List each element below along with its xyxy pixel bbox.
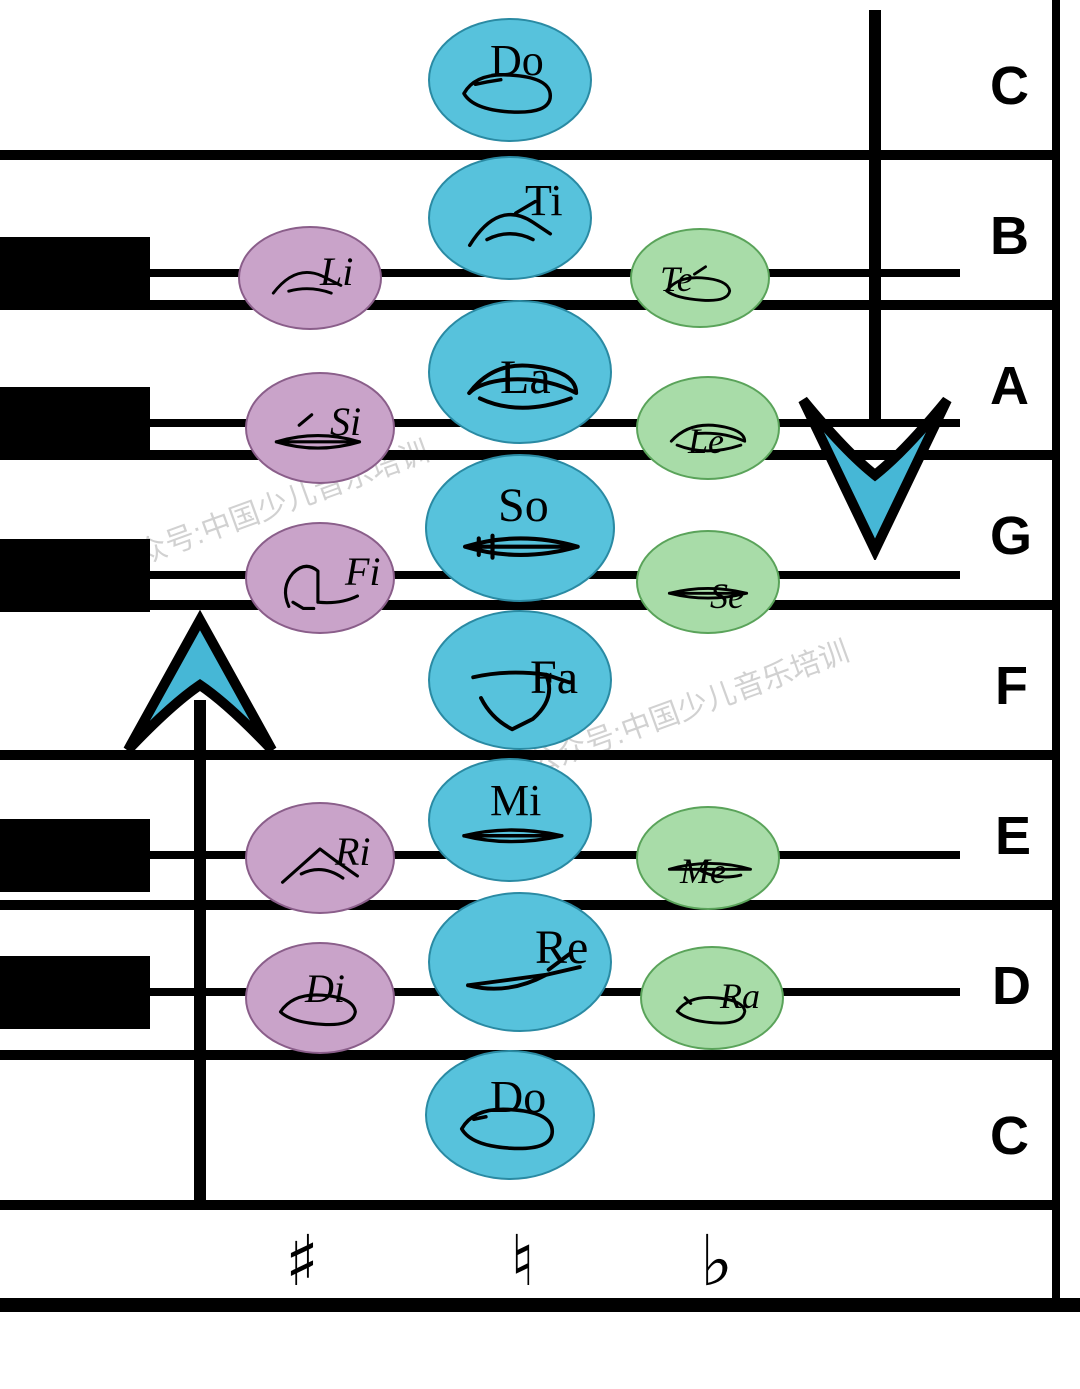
right-border <box>1052 0 1060 1310</box>
piano-black-key <box>0 387 150 460</box>
flat-label-me: Me <box>680 850 726 892</box>
flat-oval-se <box>636 530 780 634</box>
note-letter-G: G <box>990 505 1032 567</box>
bottom-line <box>0 1298 1080 1312</box>
flat-label-te: Te <box>660 258 693 300</box>
piano-black-key <box>0 237 150 310</box>
note-letter-A: A <box>990 355 1029 417</box>
natural-label-mi: Mi <box>490 775 541 826</box>
note-letter-E: E <box>995 805 1031 867</box>
solfege-diagram: 微信公众号:中国少儿音乐培训微信公众号:中国少儿音乐培训DoTiLaSoFaMi… <box>0 0 1080 1389</box>
sharp-label-ri: Ri <box>335 828 371 875</box>
natural-label-so: So <box>498 478 549 533</box>
arrow-up-icon <box>118 610 282 1210</box>
accidental-sharp: ♯ <box>285 1220 319 1302</box>
sharp-oval-si <box>245 372 395 484</box>
hand-sign-icon <box>260 401 380 474</box>
flat-label-se: Se <box>710 575 744 617</box>
note-letter-D: D <box>992 955 1031 1017</box>
sharp-oval-li <box>238 226 382 330</box>
natural-label-fa: Fa <box>530 650 578 705</box>
accidental-flat: ♭ <box>700 1220 733 1302</box>
natural-label-ti: Ti <box>525 175 563 226</box>
accidental-natural: ♮ <box>510 1220 535 1302</box>
flat-label-le: Le <box>688 420 724 462</box>
note-letter-F: F <box>995 655 1028 717</box>
hand-sign-icon <box>650 557 765 625</box>
note-letter-B: B <box>990 205 1029 267</box>
natural-label-do-top: Do <box>490 35 544 86</box>
flat-oval-te <box>630 228 770 328</box>
natural-label-la: La <box>500 350 551 405</box>
natural-label-do-bot: Do <box>490 1070 546 1123</box>
sharp-label-fi: Fi <box>345 548 381 595</box>
note-letter-C: C <box>990 1105 1029 1167</box>
natural-oval-fa <box>428 610 612 750</box>
flat-label-ra: Ra <box>720 975 760 1017</box>
sharp-label-si: Si <box>330 398 361 445</box>
arrow-down-icon <box>793 0 957 560</box>
sharp-label-li: Li <box>320 248 353 295</box>
natural-oval-ti <box>428 156 592 280</box>
natural-label-re: Re <box>535 920 588 975</box>
flat-oval-ra <box>640 946 784 1050</box>
note-letter-C: C <box>990 55 1029 117</box>
sharp-label-di: Di <box>305 965 345 1012</box>
